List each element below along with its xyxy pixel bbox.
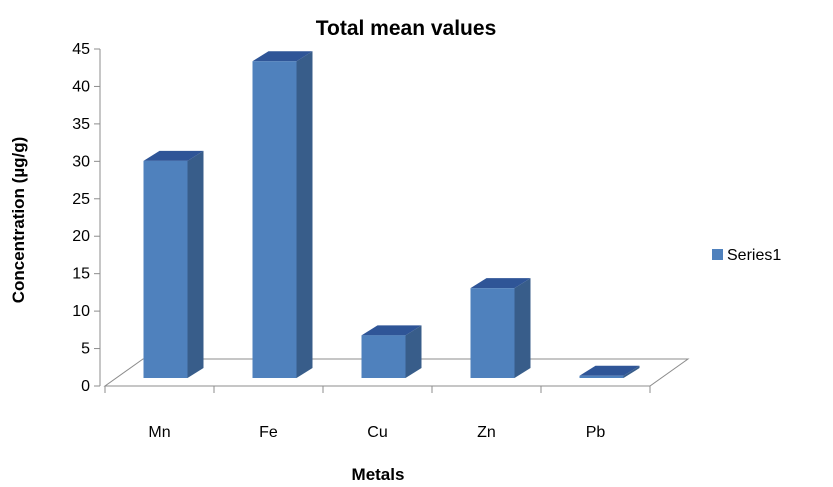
bar-top (470, 278, 531, 289)
y-tick-label: 25 (72, 191, 90, 208)
y-tick-label: 0 (81, 378, 90, 395)
x-tick-label: Cu (367, 424, 387, 441)
bar-fe (252, 51, 313, 378)
x-tick-label: Zn (477, 424, 496, 441)
bar-front (143, 160, 188, 378)
y-tick-label: 30 (72, 153, 90, 170)
y-axis: 0 5 10 15 20 25 30 35 40 45 (72, 41, 101, 395)
bar-mn (143, 150, 204, 378)
bar-cu (361, 325, 422, 378)
bar-top (143, 150, 204, 161)
y-tick-label: 35 (72, 116, 90, 133)
bar-front (579, 375, 624, 378)
y-tick-label: 20 (72, 228, 90, 245)
bar-top (361, 325, 422, 336)
legend-label: Series1 (727, 247, 781, 264)
x-tick-label: Mn (148, 424, 170, 441)
bar-side (623, 365, 640, 378)
y-tick-label: 10 (72, 303, 90, 320)
legend: Series1 (712, 247, 781, 264)
bar-pb (579, 365, 640, 378)
x-axis: Mn Fe Cu Zn Pb (104, 386, 651, 441)
y-tick-label: 5 (81, 341, 90, 358)
bar-side (296, 51, 313, 378)
y-tick-label: 40 (72, 78, 90, 95)
bar-top (252, 51, 313, 62)
x-tick-label: Fe (259, 424, 278, 441)
legend-swatch (712, 249, 723, 260)
bar-side (514, 278, 531, 378)
y-tick-label: 15 (72, 266, 90, 283)
x-tick-label: Pb (586, 424, 606, 441)
bar-front (361, 335, 406, 378)
bar-front (470, 288, 515, 378)
bar-zn (470, 278, 531, 378)
bars (143, 51, 640, 378)
y-tick-label: 45 (72, 41, 90, 58)
bar-side (405, 325, 422, 378)
chart-title: Total mean values (316, 17, 497, 40)
x-axis-label: Metals (352, 465, 405, 484)
bar-top (579, 365, 640, 376)
y-axis-label: Concentration (µg/g) (9, 137, 28, 304)
bar-side (187, 150, 204, 378)
bar-front (252, 61, 297, 378)
